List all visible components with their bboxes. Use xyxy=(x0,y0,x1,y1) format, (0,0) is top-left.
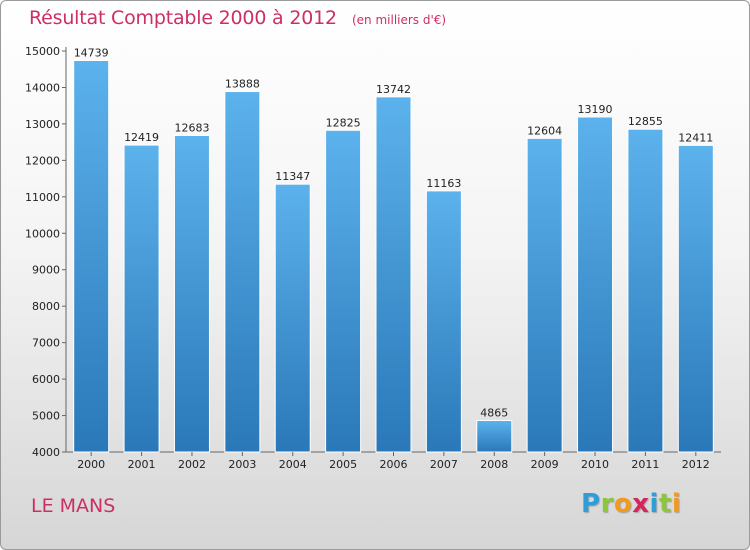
data-label: 11347 xyxy=(275,170,310,183)
y-tick-label: 15000 xyxy=(25,45,60,58)
bar xyxy=(577,116,614,453)
title-row: Résultat Comptable 2000 à 2012 (en milli… xyxy=(29,7,446,29)
bar xyxy=(375,96,412,453)
data-label: 13190 xyxy=(578,103,613,116)
x-tick-label: 2004 xyxy=(279,458,307,471)
data-label: 4865 xyxy=(480,406,508,419)
y-tick-label: 5000 xyxy=(32,410,60,423)
logo-letter: x xyxy=(632,489,650,519)
x-tick-label: 2010 xyxy=(581,458,609,471)
bar xyxy=(476,419,513,453)
logo-letter: o xyxy=(613,489,633,519)
bar xyxy=(425,190,462,453)
bar xyxy=(526,137,563,453)
data-label: 12683 xyxy=(174,121,209,134)
bar xyxy=(173,134,210,453)
y-tick-label: 10000 xyxy=(25,227,60,240)
y-tick-label: 4000 xyxy=(32,446,60,459)
y-tick-label: 13000 xyxy=(25,118,60,131)
x-tick-label: 2000 xyxy=(77,458,105,471)
proxiti-logo[interactable]: Proxiti xyxy=(581,489,681,519)
bar xyxy=(677,144,714,453)
x-tick-label: 2003 xyxy=(228,458,256,471)
x-tick-label: 2011 xyxy=(631,458,659,471)
logo-letter: t xyxy=(658,489,672,519)
y-tick-label: 8000 xyxy=(32,300,60,313)
bar xyxy=(224,91,261,453)
chart-title: Résultat Comptable 2000 à 2012 xyxy=(29,7,337,29)
chart-subtitle: (en milliers d'€) xyxy=(351,13,447,27)
y-tick-label: 7000 xyxy=(32,337,60,350)
logo-letter: P xyxy=(581,489,601,519)
data-label: 12411 xyxy=(678,131,713,144)
x-tick-label: 2012 xyxy=(682,458,710,471)
bar xyxy=(325,129,362,453)
logo-letter: i xyxy=(671,489,682,519)
town-name: LE MANS xyxy=(31,495,116,517)
y-tick-label: 9000 xyxy=(32,264,60,277)
data-label: 13888 xyxy=(225,78,260,91)
bar xyxy=(627,128,664,453)
x-tick-label: 2005 xyxy=(329,458,357,471)
data-label: 12419 xyxy=(124,131,159,144)
data-label: 12825 xyxy=(326,116,361,129)
data-label: 12604 xyxy=(527,124,562,137)
bar xyxy=(73,60,110,453)
y-tick-label: 6000 xyxy=(32,373,60,386)
data-label: 12855 xyxy=(628,115,663,128)
y-tick-label: 14000 xyxy=(25,81,60,94)
x-tick-label: 2009 xyxy=(531,458,559,471)
logo-letter: r xyxy=(600,489,614,519)
data-label: 13742 xyxy=(376,83,411,96)
logo-letter: i xyxy=(649,489,659,519)
x-tick-label: 2008 xyxy=(480,458,508,471)
y-tick-label: 12000 xyxy=(25,154,60,167)
x-tick-label: 2001 xyxy=(128,458,156,471)
x-tick-label: 2002 xyxy=(178,458,206,471)
x-tick-label: 2007 xyxy=(430,458,458,471)
data-label: 14739 xyxy=(74,47,109,60)
y-tick-label: 11000 xyxy=(25,191,60,204)
bar xyxy=(123,144,160,453)
bar xyxy=(274,183,311,453)
x-tick-label: 2006 xyxy=(380,458,408,471)
data-label: 11163 xyxy=(426,177,461,190)
